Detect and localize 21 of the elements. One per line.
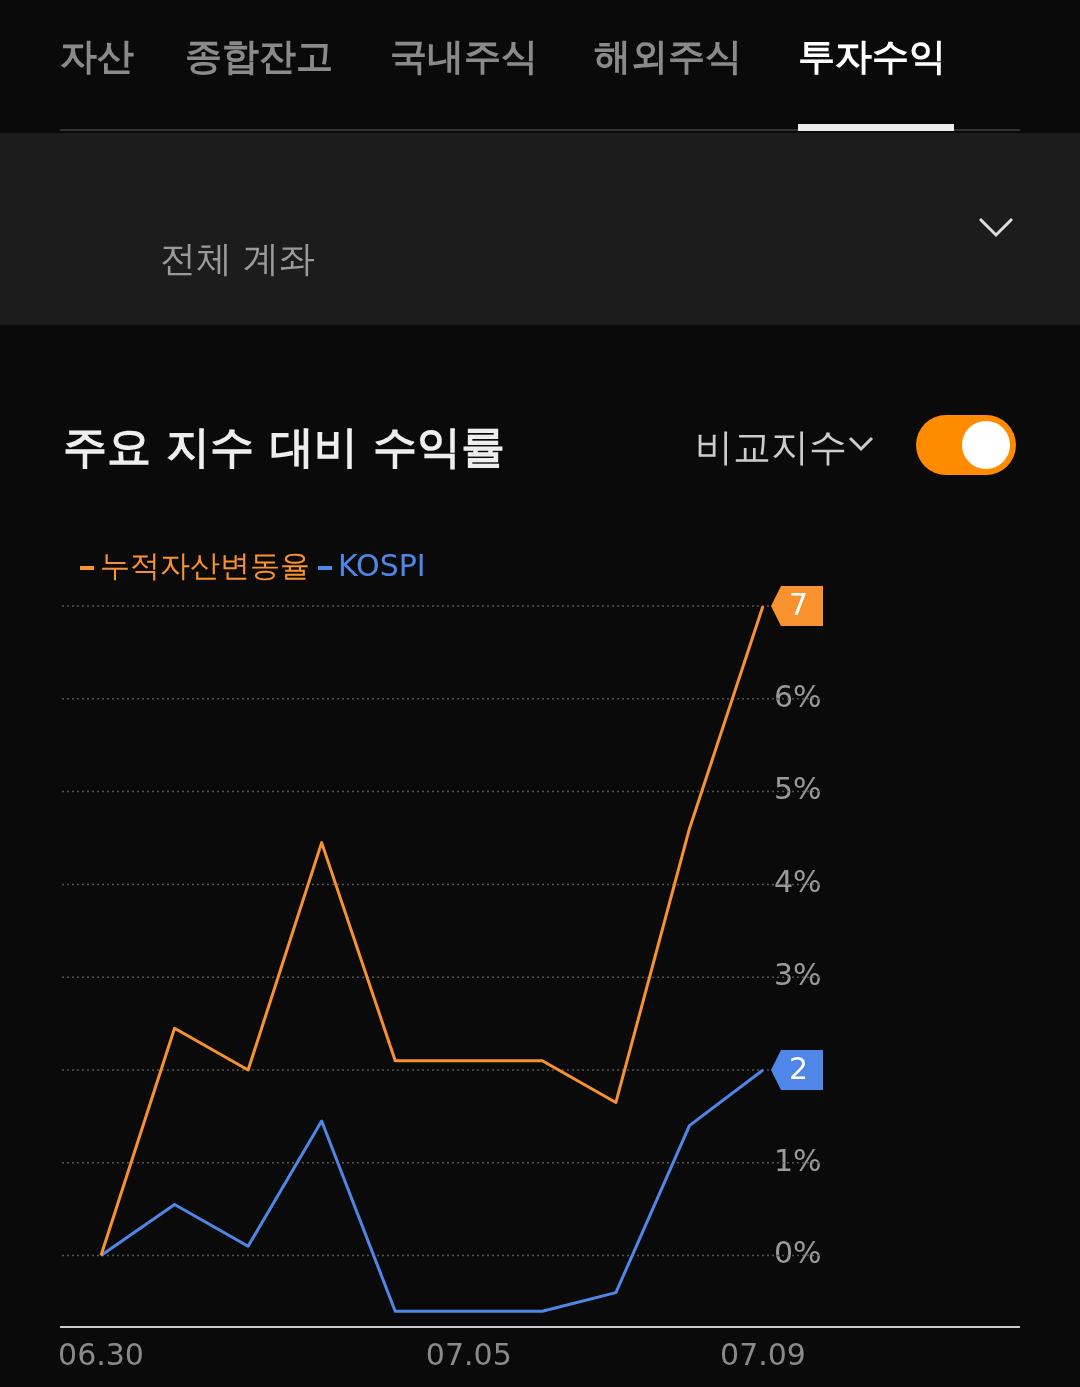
y-tick-label: 0% xyxy=(774,1235,822,1271)
text: 자산 xyxy=(60,34,134,80)
data-label: 7 xyxy=(789,586,809,622)
text: 종합잔고 xyxy=(185,34,333,80)
y-tick-label: 4% xyxy=(774,864,822,900)
x-tick-label: 07.09 xyxy=(720,1336,806,1372)
y-tick-label: 6% xyxy=(774,678,822,714)
text: 국내주식 xyxy=(390,34,538,80)
text: 비교지수 xyxy=(695,424,847,471)
text: 투자수익 xyxy=(798,34,946,80)
data-label: 2 xyxy=(789,1050,809,1086)
y-tick-label: 1% xyxy=(774,1142,822,1178)
legend-label: 누적자산변동율 xyxy=(100,547,310,583)
x-tick-label: 07.05 xyxy=(425,1336,512,1372)
text: 전체 계좌 xyxy=(160,237,316,281)
y-tick-label: 3% xyxy=(774,956,822,992)
chart-title: 주요 지수 대비 수익률 xyxy=(63,420,505,474)
x-tick-label: 06.30 xyxy=(58,1336,144,1372)
legend-label: KOSPI xyxy=(338,547,426,583)
y-tick-label: 5% xyxy=(774,771,822,807)
text: 해외주식 xyxy=(594,34,742,80)
